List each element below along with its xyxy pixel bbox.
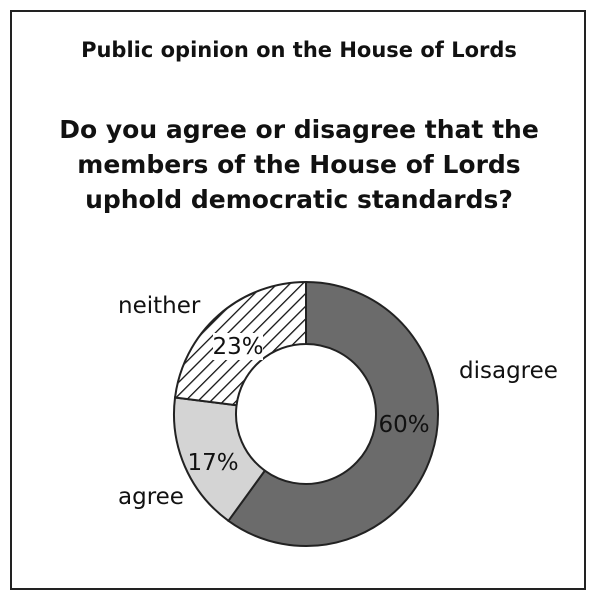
value-label-neither: 23% [212, 334, 263, 360]
category-label-neither: neither [118, 293, 201, 319]
value-label-disagree: 60% [378, 412, 429, 438]
value-label-agree: 17% [187, 450, 238, 476]
slice-disagree [227, 280, 439, 547]
category-label-disagree: disagree [459, 358, 558, 384]
chart-title: Public opinion on the House of Lords [81, 38, 517, 62]
donut-chart: 60% disagree 17%agree 23% neither [118, 280, 558, 547]
category-label-agree: agree [118, 484, 184, 510]
survey-question: Do you agree or disagree that the member… [59, 115, 539, 214]
value-label-bg-neither [213, 333, 263, 360]
